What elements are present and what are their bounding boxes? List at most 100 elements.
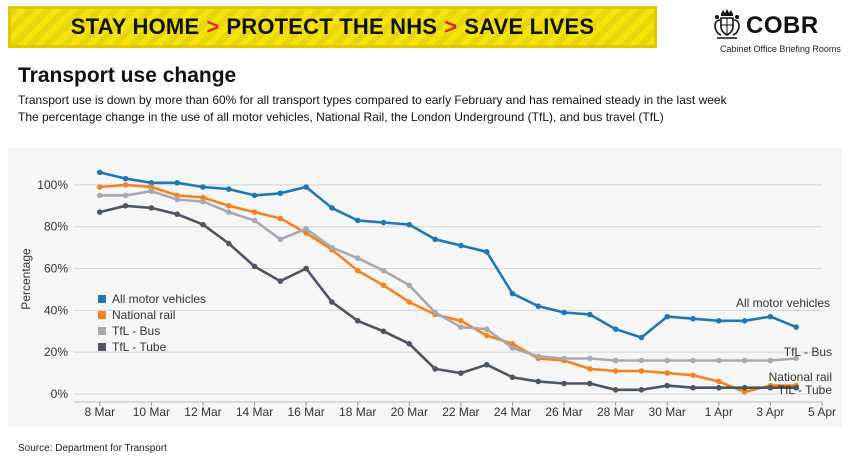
data-point (561, 380, 567, 387)
data-point (432, 366, 438, 372)
transport-use-chart: 0% 20% 40% 60% 80% 100% 8 Mar 10 Mar 12 Mar 14 Ma… (19, 169, 836, 419)
legend-swatch (98, 327, 106, 335)
data-point (587, 380, 593, 387)
data-point (380, 282, 387, 289)
data-point (148, 180, 155, 186)
data-point (174, 192, 180, 199)
data-point (354, 267, 361, 274)
legend-swatch (98, 311, 106, 319)
data-point (716, 357, 722, 364)
banner-segment-protect-nhs: PROTECT THE NHS (226, 14, 438, 39)
data-point (483, 361, 490, 368)
data-point (148, 184, 155, 190)
data-point (225, 203, 232, 209)
data-point (148, 205, 155, 211)
data-point (174, 211, 180, 217)
data-point (122, 203, 129, 209)
data-point (251, 263, 258, 270)
cobr-title: COBR (746, 12, 819, 39)
x-tick-label: 14 Mar (236, 405, 273, 419)
data-point (277, 278, 284, 284)
y-tick-label: 80% (44, 220, 68, 234)
royal-crest-icon (714, 9, 740, 39)
data-point (716, 378, 722, 385)
series-end-label: TfL - Tube (778, 383, 833, 397)
data-point (664, 313, 671, 320)
data-point (741, 357, 748, 364)
data-point (380, 219, 387, 226)
data-point (561, 309, 567, 316)
chevron-right-icon: > (444, 14, 458, 39)
series-end-label: TfL - Bus (784, 345, 832, 359)
stay-home-banner: STAY HOME > PROTECT THE NHS > SAVE LIVES (8, 6, 657, 48)
data-point (741, 384, 748, 391)
data-point (458, 318, 464, 324)
y-tick-label: 100% (37, 178, 68, 192)
legend-label: TfL - Bus (112, 324, 160, 338)
data-point (664, 370, 671, 376)
data-point (612, 368, 619, 374)
data-point (329, 244, 335, 251)
data-point (638, 357, 645, 364)
data-point (793, 355, 800, 362)
x-tick-label: 18 Mar (339, 405, 376, 419)
data-point (174, 196, 180, 203)
series-end-label: National rail (769, 370, 832, 384)
data-point (406, 282, 413, 289)
series-end-label: All motor vehicles (736, 296, 830, 310)
data-point (767, 313, 774, 320)
data-point (251, 217, 258, 224)
data-point (587, 355, 593, 362)
data-point (380, 328, 387, 335)
transport-chart-panel: 0% 20% 40% 60% 80% 100% 8 Mar 10 Mar 12 Mar 14 Ma… (8, 148, 842, 427)
data-point (793, 384, 800, 391)
data-point (483, 249, 490, 255)
x-tick-label: 22 Mar (442, 405, 479, 419)
y-tick-label: 40% (44, 303, 68, 317)
banner-text: STAY HOME > PROTECT THE NHS > SAVE LIVES (71, 14, 594, 40)
data-point (277, 215, 284, 222)
data-point (638, 387, 645, 393)
data-point (354, 255, 361, 261)
data-point (96, 169, 103, 176)
data-point (122, 175, 129, 182)
data-point (277, 236, 284, 243)
x-tick-label: 3 Apr (756, 405, 784, 419)
legend-swatch (98, 343, 106, 351)
data-point (277, 190, 284, 197)
data-point (225, 209, 232, 215)
data-point (329, 299, 335, 305)
data-point (303, 230, 309, 236)
data-point (458, 242, 464, 249)
data-point (535, 378, 542, 385)
data-point (690, 384, 696, 391)
x-tick-label: 28 Mar (597, 405, 634, 419)
data-point (535, 353, 542, 360)
data-point (200, 198, 206, 205)
data-point (406, 299, 413, 305)
legend-label: All motor vehicles (112, 292, 206, 306)
data-point (96, 192, 103, 199)
source-note: Source: Department for Transport (18, 443, 167, 454)
x-tick-label: 30 Mar (649, 405, 686, 419)
data-point (509, 290, 516, 297)
data-point (767, 384, 774, 391)
data-point (122, 192, 129, 199)
x-tick-label: 12 Mar (184, 405, 221, 419)
banner-segment-save-lives: SAVE LIVES (464, 14, 595, 39)
x-tick-label: 24 Mar (494, 405, 531, 419)
data-point (354, 318, 361, 324)
data-point (509, 374, 516, 381)
legend-swatch (98, 295, 106, 303)
data-point (716, 384, 722, 391)
x-tick-label: 10 Mar (133, 405, 170, 419)
data-point (406, 341, 413, 347)
data-point (509, 341, 516, 347)
data-point (122, 182, 129, 188)
cobr-subtitle: Cabinet Office Briefing Rooms (720, 44, 841, 54)
data-point (664, 357, 671, 364)
page-subtitle-secondary: The percentage change in the use of all … (18, 110, 664, 124)
data-point (483, 332, 490, 339)
y-tick-label: 60% (44, 262, 68, 276)
data-point (251, 209, 258, 215)
